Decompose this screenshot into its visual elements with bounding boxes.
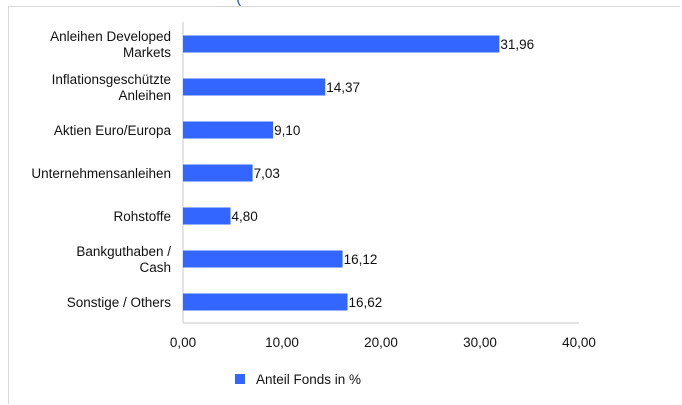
chart-frame [8,6,680,404]
bar [183,164,253,182]
category-label: Cash [139,260,171,275]
chart-title-fragment: ( [0,0,682,10]
value-label: 16,62 [349,295,383,310]
bar [183,293,348,311]
bar [183,207,231,225]
value-label: 14,37 [326,80,360,95]
x-tick-label: 40,00 [562,335,596,350]
bars [183,35,500,311]
category-label: Rohstoffe [113,209,171,224]
value-label: 9,10 [274,123,300,138]
x-tick-label: 30,00 [463,335,497,350]
legend: Anteil Fonds in % [235,372,361,387]
x-tick-label: 0,00 [170,335,196,350]
value-label: 4,80 [232,209,258,224]
bar [183,78,326,96]
legend-swatch [235,374,245,384]
chart-title: ( [236,0,242,8]
category-label: Markets [123,45,171,60]
category-label: Anleihen [118,88,171,103]
x-tick-label: 20,00 [364,335,398,350]
value-label: 16,12 [344,252,378,267]
category-label: Bankguthaben / [76,244,171,259]
bar [183,250,343,268]
axes: 0,00 10,00 20,00 30,00 40,00 [170,22,596,350]
bar [183,35,500,53]
x-tick-label: 10,00 [265,335,299,350]
legend-label: Anteil Fonds in % [256,372,361,387]
bar [183,121,274,139]
category-label: Anleihen Developed [50,29,171,44]
category-label: Sonstige / Others [67,295,172,310]
value-label: 7,03 [254,166,280,181]
category-label: Inflationsgeschützte [52,72,171,87]
category-label: Aktien Euro/Europa [54,123,172,138]
value-label: 31,96 [500,37,534,52]
category-label: Unternehmensanleihen [31,166,171,181]
